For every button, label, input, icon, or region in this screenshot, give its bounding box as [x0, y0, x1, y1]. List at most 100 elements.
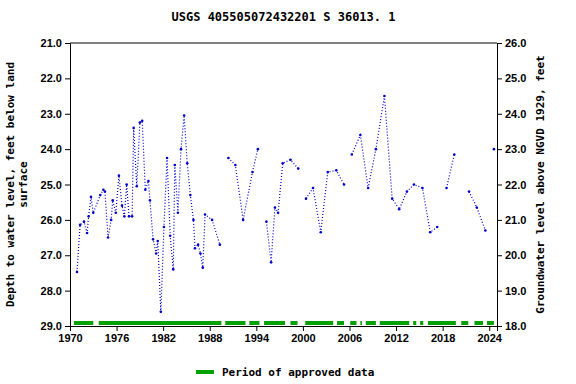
data-point: [144, 189, 147, 192]
tick-mark: [497, 114, 502, 115]
y2-axis-title: Groundwater level above NGVD 1929, feet: [534, 55, 547, 313]
data-point: [79, 224, 82, 227]
tick: 21.0: [41, 37, 70, 49]
data-point: [476, 206, 479, 209]
data-point: [436, 226, 439, 229]
data-point: [92, 212, 95, 215]
approved-period: [461, 321, 468, 325]
tick-label: 23.0: [505, 143, 526, 155]
data-point: [118, 174, 121, 177]
data-point: [281, 162, 284, 165]
tick: 18.0: [497, 320, 526, 332]
data-point: [166, 157, 169, 160]
tick-label: 23.0: [41, 108, 62, 120]
tick: 29.0: [41, 320, 70, 332]
data-point: [132, 127, 135, 130]
tick-mark: [65, 291, 70, 292]
approved-period: [360, 321, 362, 325]
tick-mark: [65, 255, 70, 256]
approved-period: [487, 321, 494, 325]
data-point: [326, 171, 329, 174]
data-point: [429, 231, 432, 234]
data-point: [351, 153, 354, 156]
data-point: [289, 158, 292, 161]
tick: 22.0: [497, 179, 526, 191]
tick-mark: [65, 43, 70, 44]
tick-mark: [210, 326, 211, 331]
data-point: [274, 206, 277, 209]
tick: 1988: [198, 326, 222, 344]
data-point: [398, 208, 401, 211]
data-point: [335, 169, 338, 172]
data-point: [123, 215, 126, 218]
data-point: [383, 95, 386, 98]
tick-mark: [65, 326, 70, 327]
tick-label: 27.0: [41, 249, 62, 261]
data-point: [174, 164, 177, 167]
data-point: [367, 187, 370, 190]
tick: 21.0: [497, 214, 526, 226]
data-point: [277, 212, 280, 215]
data-point: [155, 252, 158, 255]
frame: [70, 43, 497, 44]
approved-period: [249, 321, 259, 325]
data-point: [468, 190, 471, 193]
data-point: [204, 213, 207, 216]
data-point: [149, 199, 152, 202]
data-point: [201, 266, 204, 269]
data-point: [86, 232, 89, 235]
series-line: [77, 96, 494, 312]
tick-label: 1994: [245, 332, 270, 344]
tick-label: 25.0: [41, 179, 62, 191]
tick-label: 24.0: [41, 143, 62, 155]
tick-mark: [65, 149, 70, 150]
tick-mark: [256, 326, 257, 331]
data-point: [421, 187, 424, 190]
tick-label: 1970: [58, 332, 82, 344]
data-point: [107, 236, 110, 239]
tick-label: 29.0: [41, 320, 62, 332]
data-point: [131, 215, 134, 218]
data-point: [211, 219, 214, 222]
data-point: [189, 194, 192, 197]
data-point: [172, 268, 175, 271]
y-axis: 21.022.023.024.025.026.027.028.029.0: [41, 37, 71, 332]
axis-line: [71, 327, 498, 332]
axis-line: [498, 44, 503, 327]
data-point: [413, 183, 416, 186]
tick-mark: [497, 255, 502, 256]
data-point: [359, 134, 362, 137]
plot-area: [74, 95, 495, 325]
tick-label: 22.0: [41, 72, 62, 84]
approved-period: [350, 321, 356, 325]
chart: USGS 405505072432201 S 36013. 1197019761…: [0, 0, 576, 384]
tick: 28.0: [41, 285, 70, 297]
approved-period: [474, 321, 483, 325]
data-point: [445, 187, 448, 190]
data-point: [180, 148, 183, 151]
tick-label: 2006: [338, 332, 362, 344]
data-point: [183, 114, 186, 117]
data-point: [135, 185, 138, 188]
approved-period: [264, 321, 285, 325]
approved-period: [380, 321, 410, 325]
tick-mark: [497, 326, 502, 327]
tick: 26.0: [497, 37, 526, 49]
tick: 2018: [431, 326, 455, 344]
data-point: [199, 252, 202, 255]
tick-label: 24.0: [505, 108, 526, 120]
data-point: [87, 215, 90, 218]
tick: 25.0: [41, 179, 70, 191]
approved-period: [428, 321, 456, 325]
data-point: [169, 234, 172, 237]
data-point: [312, 187, 315, 190]
tick-label: 2018: [431, 332, 455, 344]
data-point: [141, 120, 144, 123]
tick-mark: [497, 149, 502, 150]
data-point: [227, 157, 230, 160]
tick-mark: [163, 326, 164, 331]
tick-label: 19.0: [505, 285, 526, 297]
data-point: [186, 162, 189, 165]
tick: 24.0: [41, 143, 70, 155]
data-point: [152, 238, 155, 241]
